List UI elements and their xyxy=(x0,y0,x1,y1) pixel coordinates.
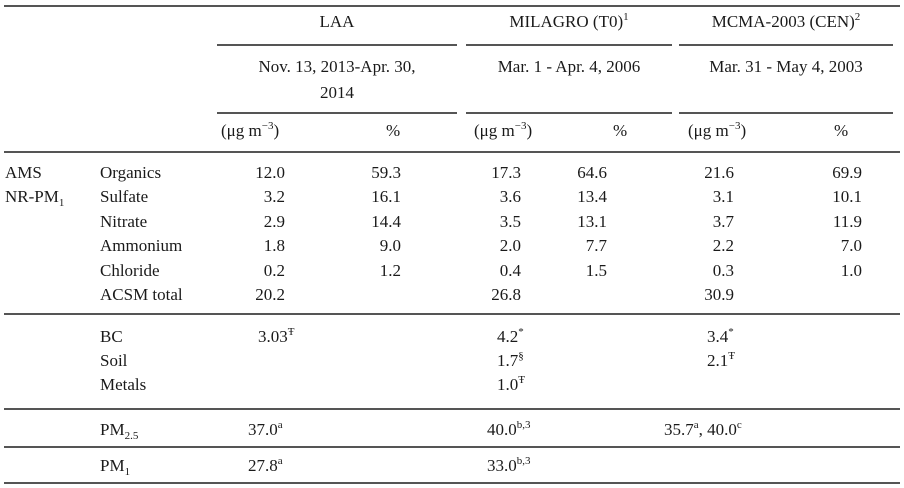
soil-milagro: 1.7§ xyxy=(497,350,524,371)
ams-row-mcma-pct: 1.0 xyxy=(840,260,862,280)
rule-other-bottom xyxy=(4,408,900,410)
ams-row-laa-value: 1.8 xyxy=(263,236,285,256)
ams-row-milagro-value: 17.3 xyxy=(491,163,521,182)
pct-mcma: % xyxy=(834,121,849,140)
unit-milagro: (μg m−3) xyxy=(474,120,533,141)
ams-label: AMS xyxy=(5,163,42,182)
ams-row-mcma-value: 21.6 xyxy=(704,163,734,182)
ams-row-milagro-pct: 1.5 xyxy=(585,260,607,280)
group-header-laa: LAA xyxy=(319,12,355,31)
rule-group-laa xyxy=(217,44,457,46)
rule-ams-bottom xyxy=(4,313,900,315)
ams-row-laa-pct: 59.3 xyxy=(371,163,401,182)
ams-row-mcma-pct: 69.9 xyxy=(832,163,862,182)
rule-period-mcma xyxy=(679,112,893,114)
group-header-mcma: MCMA-2003 (CEN)2 xyxy=(711,11,861,32)
ams-row-species-label: Nitrate xyxy=(100,211,148,231)
group-header-milagro: MILAGRO (T0)1 xyxy=(509,11,629,32)
unit-mcma: (μg m−3) xyxy=(688,120,747,141)
ams-row-mcma-value: 3.7 xyxy=(712,211,734,231)
pm1-milagro: 33.0b,3 xyxy=(487,455,531,476)
ams-row-milagro-pct: 7.7 xyxy=(585,236,607,256)
rule-pm25-bottom xyxy=(4,446,900,448)
rule-period-milagro xyxy=(466,112,672,114)
ams-row-mcma-value: 0.3 xyxy=(712,260,734,280)
ams-row-laa-value: 0.2 xyxy=(263,260,285,280)
ams-row-mcma-value: 2.2 xyxy=(712,236,734,256)
bc-label: BC xyxy=(100,327,123,346)
ams-row-mcma-pct: 10.1 xyxy=(832,187,862,207)
ams-row-milagro-value: 2.0 xyxy=(499,236,521,256)
ams-row-laa-value: 3.2 xyxy=(263,187,285,207)
rule-group-milagro xyxy=(466,44,672,46)
period-milagro: Mar. 1 - Apr. 4, 2006 xyxy=(497,57,641,76)
rule-top xyxy=(4,5,900,7)
ams-row-milagro-value: 26.8 xyxy=(491,285,521,304)
rule-group-mcma xyxy=(679,44,893,46)
ams-row-species-label: Sulfate xyxy=(100,187,149,207)
period-laa-line2: 2014 xyxy=(320,83,354,102)
ams-row-mcma-value: 30.9 xyxy=(704,285,734,304)
ams-row-milagro-pct: 13.1 xyxy=(577,211,607,231)
ams-row-laa-value: 12.0 xyxy=(255,163,285,182)
ams-row-mcma-value: 3.1 xyxy=(712,187,734,207)
soil-label: Soil xyxy=(100,351,128,370)
ams-row-laa-value: 20.2 xyxy=(255,285,285,304)
rule-header-bottom xyxy=(4,151,900,153)
pm25-laa: 37.0a xyxy=(248,419,283,440)
pct-milagro: % xyxy=(613,121,628,140)
ams-row-laa-value: 2.9 xyxy=(263,211,285,231)
ams-row-species-label: ACSM total xyxy=(100,285,183,304)
bc-mcma: 3.4* xyxy=(707,326,734,347)
ams-row-laa-pct: 14.4 xyxy=(371,211,401,231)
ams-row-milagro-pct: 13.4 xyxy=(577,187,607,207)
soil-mcma: 2.1Ŧ xyxy=(707,350,735,371)
bc-milagro: 4.2* xyxy=(497,326,524,347)
ams-row-species-label: Chloride xyxy=(100,260,160,280)
metals-milagro: 1.0Ŧ xyxy=(497,374,525,395)
ams-row-milagro-value: 0.4 xyxy=(499,260,521,280)
metals-label: Metals xyxy=(100,375,147,394)
rule-bottom xyxy=(4,482,900,484)
pm25-milagro: 40.0b,3 xyxy=(487,419,531,440)
ams-row-laa-pct: 9.0 xyxy=(379,236,401,256)
rule-period-laa xyxy=(217,112,457,114)
ams-row-milagro-pct: 64.6 xyxy=(577,163,607,182)
ams-row-laa-pct: 16.1 xyxy=(371,187,401,207)
ams-row-mcma-pct: 7.0 xyxy=(840,236,862,256)
nr-pm1-label: NR-PM1 xyxy=(5,187,65,209)
ams-row-milagro-value: 3.5 xyxy=(499,211,521,231)
ams-row-species-label: Ammonium xyxy=(100,236,183,256)
period-laa: Nov. 13, 2013-Apr. 30, xyxy=(258,57,416,76)
bc-laa: 3.03Ŧ xyxy=(258,326,295,347)
ams-row-mcma-pct: 11.9 xyxy=(832,211,862,231)
ams-row-species-label: Organics xyxy=(100,163,162,182)
ams-row-milagro-value: 3.6 xyxy=(499,187,521,207)
pm1-label: PM1 xyxy=(100,456,131,478)
pm25-label: PM2.5 xyxy=(100,420,139,442)
unit-laa: (μg m−3) xyxy=(221,120,280,141)
pm25-mcma: 35.7a, 40.0c xyxy=(664,419,742,440)
pct-laa: % xyxy=(386,121,401,140)
pm1-laa: 27.8a xyxy=(248,455,283,476)
period-mcma: Mar. 31 - May 4, 2003 xyxy=(709,57,863,76)
ams-row-laa-pct: 1.2 xyxy=(379,260,401,280)
